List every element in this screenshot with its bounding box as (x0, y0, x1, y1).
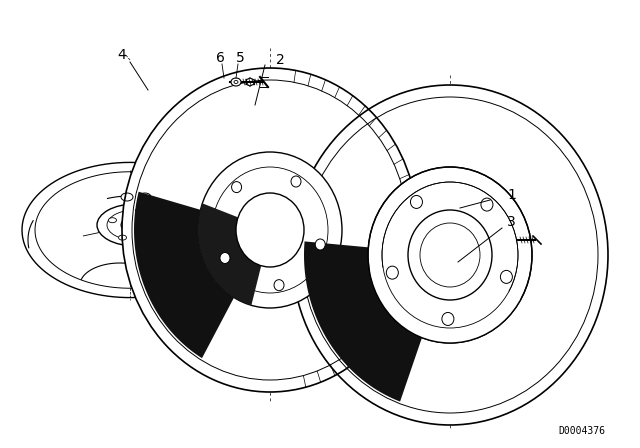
Ellipse shape (442, 312, 454, 325)
Text: 3: 3 (507, 215, 516, 229)
Ellipse shape (220, 253, 230, 263)
Ellipse shape (408, 210, 492, 300)
Ellipse shape (500, 271, 513, 284)
Text: 5: 5 (236, 51, 244, 65)
Text: 6: 6 (216, 51, 225, 65)
Ellipse shape (292, 85, 608, 425)
Text: 1: 1 (507, 188, 516, 202)
Ellipse shape (231, 78, 241, 86)
Ellipse shape (481, 198, 493, 211)
Ellipse shape (291, 176, 301, 187)
Polygon shape (198, 203, 261, 306)
Ellipse shape (122, 68, 418, 392)
Text: D0004376: D0004376 (558, 426, 605, 436)
Ellipse shape (139, 193, 151, 201)
Text: 4: 4 (118, 48, 126, 62)
Ellipse shape (118, 235, 127, 240)
Ellipse shape (135, 208, 143, 213)
Ellipse shape (108, 218, 116, 223)
Polygon shape (369, 263, 521, 343)
Ellipse shape (121, 193, 133, 201)
Text: 2: 2 (276, 53, 284, 67)
Ellipse shape (316, 239, 325, 250)
Ellipse shape (387, 266, 398, 279)
Ellipse shape (232, 181, 241, 193)
Ellipse shape (121, 217, 149, 233)
Ellipse shape (274, 280, 284, 291)
Ellipse shape (97, 204, 173, 246)
Ellipse shape (153, 218, 161, 223)
Polygon shape (134, 192, 234, 358)
Polygon shape (304, 241, 422, 401)
Ellipse shape (148, 234, 156, 239)
Ellipse shape (368, 167, 532, 343)
Ellipse shape (410, 195, 422, 208)
Ellipse shape (236, 193, 304, 267)
Ellipse shape (198, 152, 342, 308)
